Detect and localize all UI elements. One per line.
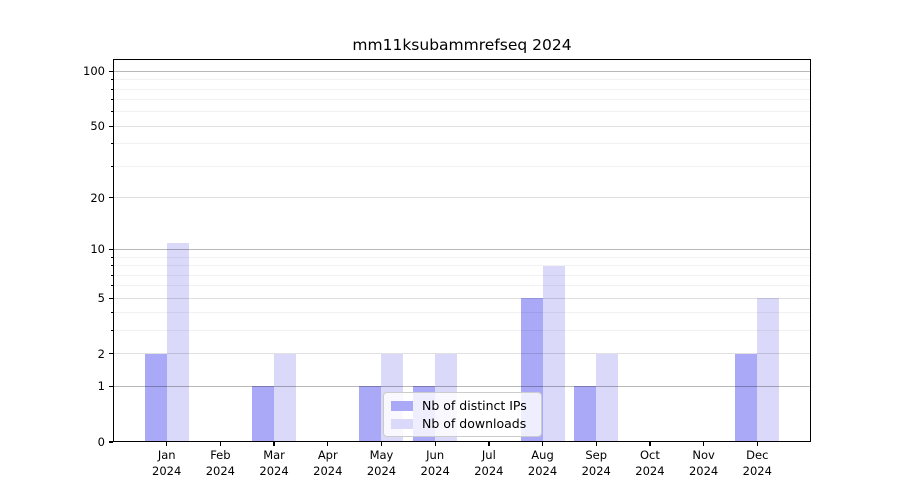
x-tick-mark	[219, 442, 222, 446]
x-tick-label: Jul 2024	[474, 448, 504, 478]
gridline-minor	[113, 285, 811, 287]
x-tick-mark	[434, 442, 436, 446]
gridline-minor	[113, 79, 811, 81]
y-tick-mark	[109, 297, 113, 299]
bar-distinct-ips	[359, 386, 382, 442]
gridline-minor	[113, 99, 811, 101]
y-tick-mark	[109, 441, 113, 443]
y-minor-tick-mark	[110, 111, 113, 113]
chart-title: mm11ksubammrefseq 2024	[352, 36, 572, 54]
bar-distinct-ips	[574, 386, 597, 442]
y-minor-tick-mark	[110, 88, 113, 90]
gridline-major	[113, 248, 811, 250]
gridline-minor	[113, 256, 811, 258]
y-minor-tick-mark	[110, 256, 113, 258]
gridline-minor	[113, 88, 811, 90]
gridline-minor	[113, 312, 811, 314]
gridline-major	[113, 385, 811, 387]
x-tick-mark	[273, 442, 275, 446]
x-tick-label: Feb 2024	[205, 448, 236, 478]
y-tick-label: 100	[83, 64, 105, 79]
x-tick-label: Oct 2024	[635, 448, 665, 478]
x-tick-label: May 2024	[366, 448, 397, 478]
y-tick-label: 50	[90, 119, 105, 134]
x-tick-mark	[488, 442, 490, 446]
legend-label-distinct-ips: Nb of distinct IPs	[422, 398, 527, 413]
y-minor-tick-mark	[110, 285, 113, 287]
gridline-minor	[113, 111, 811, 113]
x-tick-mark	[541, 442, 544, 446]
y-minor-tick-mark	[110, 79, 113, 81]
bar-downloads	[274, 353, 297, 442]
gridline-minor	[113, 143, 811, 145]
x-tick-label: Nov 2024	[688, 448, 719, 478]
bar-downloads	[166, 242, 189, 442]
y-minor-tick-mark	[110, 265, 113, 267]
x-tick-label: Dec 2024	[742, 448, 772, 478]
plot-border	[113, 59, 811, 442]
gridline-major	[113, 70, 811, 72]
gridline-major	[113, 125, 811, 127]
x-tick-label: Sep 2024	[581, 448, 611, 478]
gridline-minor	[113, 330, 811, 332]
bar-downloads	[542, 265, 565, 442]
y-tick-label: 20	[90, 190, 105, 205]
gridline-major	[113, 353, 811, 355]
y-tick-label: 10	[90, 242, 105, 257]
x-tick-mark	[649, 442, 651, 446]
bar-distinct-ips	[144, 353, 167, 442]
gridline-minor	[113, 274, 811, 276]
x-tick-label: Aug 2024	[527, 448, 558, 478]
y-tick-mark	[109, 196, 113, 199]
bar-distinct-ips	[252, 386, 275, 442]
bar-distinct-ips	[735, 353, 758, 442]
y-minor-tick-mark	[110, 274, 113, 276]
y-tick-label: 1	[97, 379, 105, 394]
x-tick-mark	[327, 442, 329, 446]
gridline-minor	[113, 165, 811, 167]
legend-swatch-distinct-ips	[391, 400, 413, 411]
y-tick-mark	[109, 70, 113, 73]
y-minor-tick-mark	[110, 312, 113, 314]
y-minor-tick-mark	[110, 99, 113, 101]
x-tick-label: Jan 2024	[152, 448, 182, 478]
gridline-major	[113, 297, 811, 299]
legend-item-distinct-ips: Nb of distinct IPs	[391, 397, 534, 414]
gridline-minor	[113, 265, 811, 267]
y-tick-label: 0	[97, 435, 105, 449]
legend: Nb of distinct IPs Nb of downloads	[383, 392, 542, 437]
y-tick-label: 2	[97, 346, 105, 361]
legend-swatch-downloads	[391, 418, 413, 429]
y-tick-label: 5	[97, 291, 105, 306]
y-minor-tick-mark	[110, 143, 113, 145]
y-tick-mark	[109, 248, 113, 251]
y-tick-mark	[109, 385, 113, 388]
x-tick-mark	[756, 442, 758, 446]
y-tick-mark	[109, 353, 113, 355]
bar-downloads	[596, 353, 619, 442]
x-tick-mark	[166, 442, 168, 446]
x-tick-label: Mar 2024	[259, 448, 289, 478]
legend-label-downloads: Nb of downloads	[422, 416, 527, 431]
x-tick-mark	[380, 442, 383, 446]
x-tick-mark	[595, 442, 597, 446]
x-tick-label: Apr 2024	[313, 448, 343, 478]
x-tick-label: Jun 2024	[420, 448, 450, 478]
x-tick-mark	[703, 442, 705, 446]
legend-item-downloads: Nb of downloads	[391, 415, 534, 432]
y-minor-tick-mark	[110, 330, 113, 332]
bar-downloads	[757, 298, 780, 442]
y-tick-mark	[109, 125, 113, 128]
y-minor-tick-mark	[110, 165, 113, 167]
gridline-major	[113, 197, 811, 199]
